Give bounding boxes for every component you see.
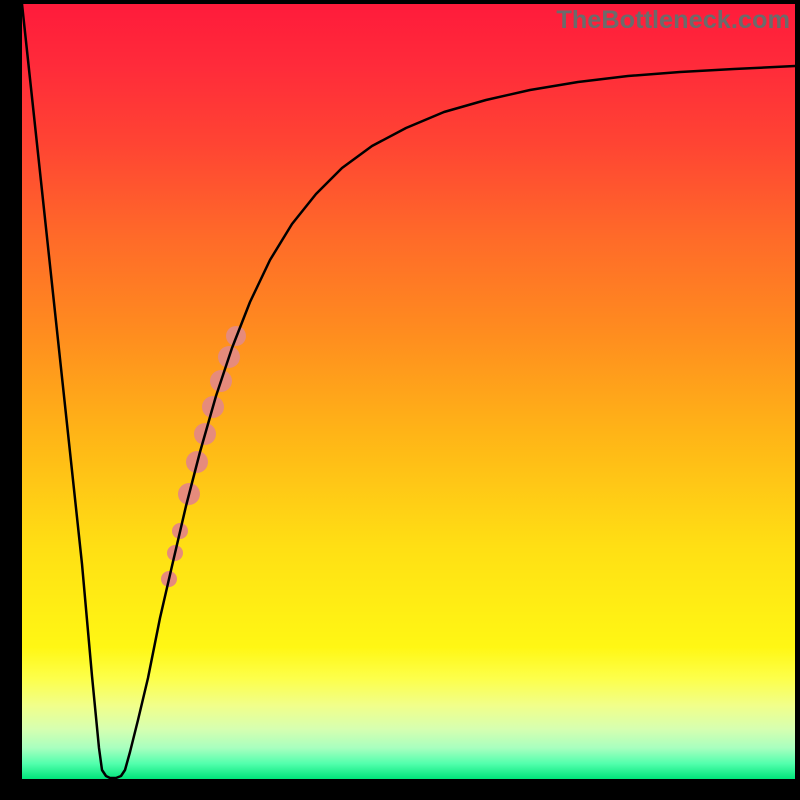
plot-area: [22, 4, 795, 779]
watermark-text: TheBottleneck.com: [556, 6, 790, 35]
bottleneck-curve: [22, 4, 795, 778]
curve-layer: [22, 4, 795, 779]
scatter-markers: [161, 326, 246, 587]
chart-stage: TheBottleneck.com: [0, 0, 800, 800]
